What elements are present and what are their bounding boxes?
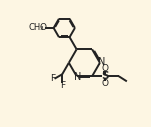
- Text: N: N: [98, 57, 106, 67]
- Text: F: F: [50, 74, 55, 83]
- Text: O: O: [101, 65, 108, 73]
- Text: F: F: [60, 81, 65, 90]
- Text: CH₃: CH₃: [29, 23, 44, 32]
- Text: S: S: [101, 71, 108, 81]
- Text: O: O: [40, 23, 47, 33]
- Text: N: N: [74, 72, 82, 82]
- Text: O: O: [101, 79, 108, 88]
